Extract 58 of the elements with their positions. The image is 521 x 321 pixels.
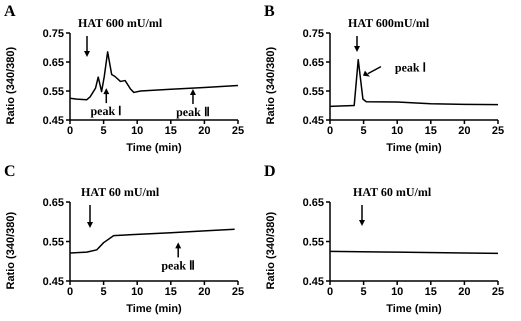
- y-tick-label: 0.75: [302, 28, 324, 40]
- y-tick-label: 0.65: [302, 196, 324, 209]
- y-tick-label: 0.55: [302, 236, 324, 248]
- x-tick-label: 20: [198, 124, 211, 137]
- chart-title: B: [264, 3, 275, 20]
- x-tick-label: 0: [326, 286, 334, 298]
- y-axis-title: Ratio (340/380): [4, 46, 17, 124]
- chart-title: A: [4, 3, 16, 20]
- annotation: peak Ⅱ: [161, 258, 196, 272]
- y-tick-label: 0.65: [42, 56, 64, 69]
- x-tick-label: 5: [360, 124, 367, 137]
- x-tick-label: 15: [424, 286, 437, 298]
- y-tick-label: 0.45: [302, 114, 324, 127]
- y-axis-title: Ratio (340/380): [264, 212, 277, 290]
- x-tick-label: 10: [131, 286, 144, 298]
- x-tick-label: 20: [458, 286, 471, 298]
- chart-title: D: [264, 163, 276, 180]
- y-tick-label: 0.45: [42, 276, 64, 288]
- y-tick-label: 0.75: [42, 28, 64, 40]
- y-tick-label: 0.55: [42, 86, 64, 98]
- y-tick-label: 0.65: [42, 196, 64, 209]
- chart-title: C: [4, 163, 16, 180]
- y-tick-label: 0.65: [302, 56, 324, 69]
- x-tick-label: 15: [164, 124, 177, 137]
- y-axis-title: Ratio (340/380): [264, 46, 277, 124]
- text: HAT 600mU/ml: [348, 16, 430, 30]
- annotation: peak Ⅰ: [90, 104, 122, 118]
- x-tick-label: 10: [391, 286, 404, 298]
- x-tick-label: 0: [66, 286, 74, 298]
- x-tick-label: 25: [492, 124, 504, 137]
- x-axis-title: Time (min): [386, 142, 442, 154]
- y-tick-label: 0.55: [302, 86, 324, 98]
- y-tick-label: 0.45: [42, 114, 64, 127]
- y-tick-label: 0.45: [302, 276, 324, 288]
- annotation: peak Ⅰ: [394, 60, 427, 75]
- x-tick-label: 25: [232, 286, 244, 298]
- x-tick-label: 5: [360, 286, 367, 298]
- x-tick-label: 10: [391, 124, 404, 137]
- x-tick-label: 0: [326, 124, 334, 137]
- x-tick-label: 25: [492, 286, 504, 298]
- x-axis-title: Time (min): [386, 303, 442, 315]
- y-tick-label: 0.55: [42, 236, 64, 248]
- x-tick-label: 5: [100, 124, 107, 137]
- annotation: peak Ⅱ: [176, 104, 210, 119]
- x-tick-label: 15: [424, 124, 437, 137]
- x-axis-title: Time (min): [126, 303, 182, 315]
- x-tick-label: 20: [458, 124, 471, 137]
- x-tick-label: 0: [66, 124, 74, 137]
- text: HAT 60 mU/ml: [81, 185, 160, 199]
- x-tick-label: 5: [100, 286, 107, 298]
- x-tick-label: 10: [131, 124, 144, 137]
- text: HAT 600 mU/ml: [78, 16, 163, 30]
- x-axis-title: Time (min): [126, 142, 182, 154]
- x-tick-label: 20: [198, 286, 211, 298]
- y-axis-title: Ratio (340/380): [4, 212, 17, 290]
- x-tick-label: 15: [164, 286, 177, 298]
- x-tick-label: 25: [232, 124, 244, 137]
- text: HAT 60 mU/ml: [353, 185, 432, 199]
